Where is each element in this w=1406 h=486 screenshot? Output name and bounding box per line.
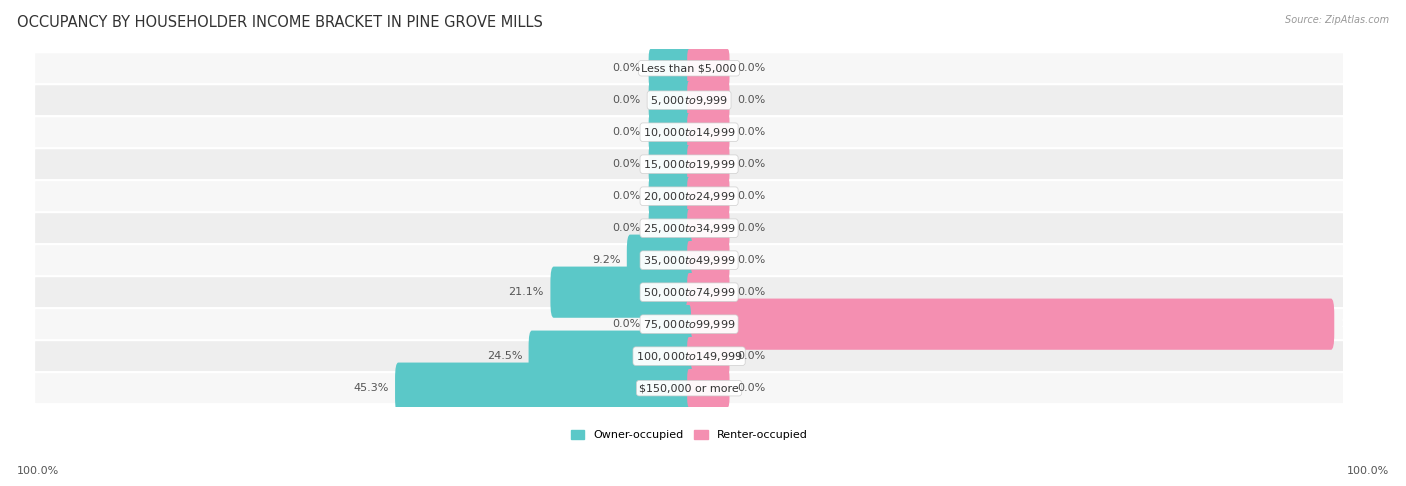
FancyBboxPatch shape (688, 177, 730, 215)
Text: $75,000 to $99,999: $75,000 to $99,999 (643, 318, 735, 330)
Text: 0.0%: 0.0% (613, 319, 641, 329)
Text: 0.0%: 0.0% (613, 223, 641, 233)
FancyBboxPatch shape (34, 148, 1344, 180)
FancyBboxPatch shape (34, 116, 1344, 148)
FancyBboxPatch shape (648, 209, 690, 247)
FancyBboxPatch shape (648, 49, 690, 87)
FancyBboxPatch shape (34, 180, 1344, 212)
Text: $15,000 to $19,999: $15,000 to $19,999 (643, 157, 735, 171)
Text: $150,000 or more: $150,000 or more (640, 383, 740, 393)
FancyBboxPatch shape (686, 298, 1334, 350)
Text: 0.0%: 0.0% (737, 287, 765, 297)
FancyBboxPatch shape (34, 84, 1344, 116)
FancyBboxPatch shape (34, 212, 1344, 244)
Text: Less than $5,000: Less than $5,000 (641, 63, 737, 73)
FancyBboxPatch shape (648, 177, 690, 215)
FancyBboxPatch shape (688, 113, 730, 152)
FancyBboxPatch shape (688, 49, 730, 87)
Text: 21.1%: 21.1% (509, 287, 544, 297)
Text: $35,000 to $49,999: $35,000 to $49,999 (643, 254, 735, 267)
Legend: Owner-occupied, Renter-occupied: Owner-occupied, Renter-occupied (567, 426, 811, 445)
FancyBboxPatch shape (550, 267, 692, 318)
FancyBboxPatch shape (688, 81, 730, 120)
Text: 0.0%: 0.0% (737, 255, 765, 265)
Text: 100.0%: 100.0% (17, 466, 59, 476)
FancyBboxPatch shape (34, 52, 1344, 84)
FancyBboxPatch shape (34, 244, 1344, 276)
Text: 0.0%: 0.0% (737, 63, 765, 73)
FancyBboxPatch shape (688, 337, 730, 375)
FancyBboxPatch shape (648, 81, 690, 120)
Text: 0.0%: 0.0% (613, 159, 641, 169)
FancyBboxPatch shape (34, 276, 1344, 308)
Text: 100.0%: 100.0% (1341, 319, 1386, 329)
FancyBboxPatch shape (627, 235, 692, 286)
Text: $10,000 to $14,999: $10,000 to $14,999 (643, 126, 735, 139)
Text: 0.0%: 0.0% (737, 95, 765, 105)
Text: 0.0%: 0.0% (613, 95, 641, 105)
Text: $25,000 to $34,999: $25,000 to $34,999 (643, 222, 735, 235)
Text: 0.0%: 0.0% (737, 191, 765, 201)
FancyBboxPatch shape (529, 330, 692, 382)
Text: $100,000 to $149,999: $100,000 to $149,999 (636, 349, 742, 363)
Text: 100.0%: 100.0% (1347, 466, 1389, 476)
FancyBboxPatch shape (688, 273, 730, 312)
Text: 0.0%: 0.0% (613, 63, 641, 73)
FancyBboxPatch shape (648, 305, 690, 344)
Text: 24.5%: 24.5% (486, 351, 522, 361)
Text: 0.0%: 0.0% (737, 383, 765, 393)
Text: 0.0%: 0.0% (613, 191, 641, 201)
FancyBboxPatch shape (34, 340, 1344, 372)
Text: $20,000 to $24,999: $20,000 to $24,999 (643, 190, 735, 203)
Text: 0.0%: 0.0% (613, 127, 641, 137)
FancyBboxPatch shape (688, 369, 730, 407)
FancyBboxPatch shape (648, 145, 690, 183)
Text: 45.3%: 45.3% (353, 383, 388, 393)
FancyBboxPatch shape (648, 113, 690, 152)
FancyBboxPatch shape (688, 241, 730, 279)
FancyBboxPatch shape (395, 363, 692, 414)
FancyBboxPatch shape (34, 308, 1344, 340)
Text: 0.0%: 0.0% (737, 159, 765, 169)
FancyBboxPatch shape (688, 145, 730, 183)
Text: Source: ZipAtlas.com: Source: ZipAtlas.com (1285, 15, 1389, 25)
Text: 0.0%: 0.0% (737, 127, 765, 137)
FancyBboxPatch shape (688, 209, 730, 247)
Text: 9.2%: 9.2% (592, 255, 620, 265)
Text: OCCUPANCY BY HOUSEHOLDER INCOME BRACKET IN PINE GROVE MILLS: OCCUPANCY BY HOUSEHOLDER INCOME BRACKET … (17, 15, 543, 30)
Text: $50,000 to $74,999: $50,000 to $74,999 (643, 286, 735, 299)
FancyBboxPatch shape (34, 372, 1344, 404)
Text: 0.0%: 0.0% (737, 223, 765, 233)
Text: $5,000 to $9,999: $5,000 to $9,999 (650, 94, 728, 107)
Text: 0.0%: 0.0% (737, 351, 765, 361)
